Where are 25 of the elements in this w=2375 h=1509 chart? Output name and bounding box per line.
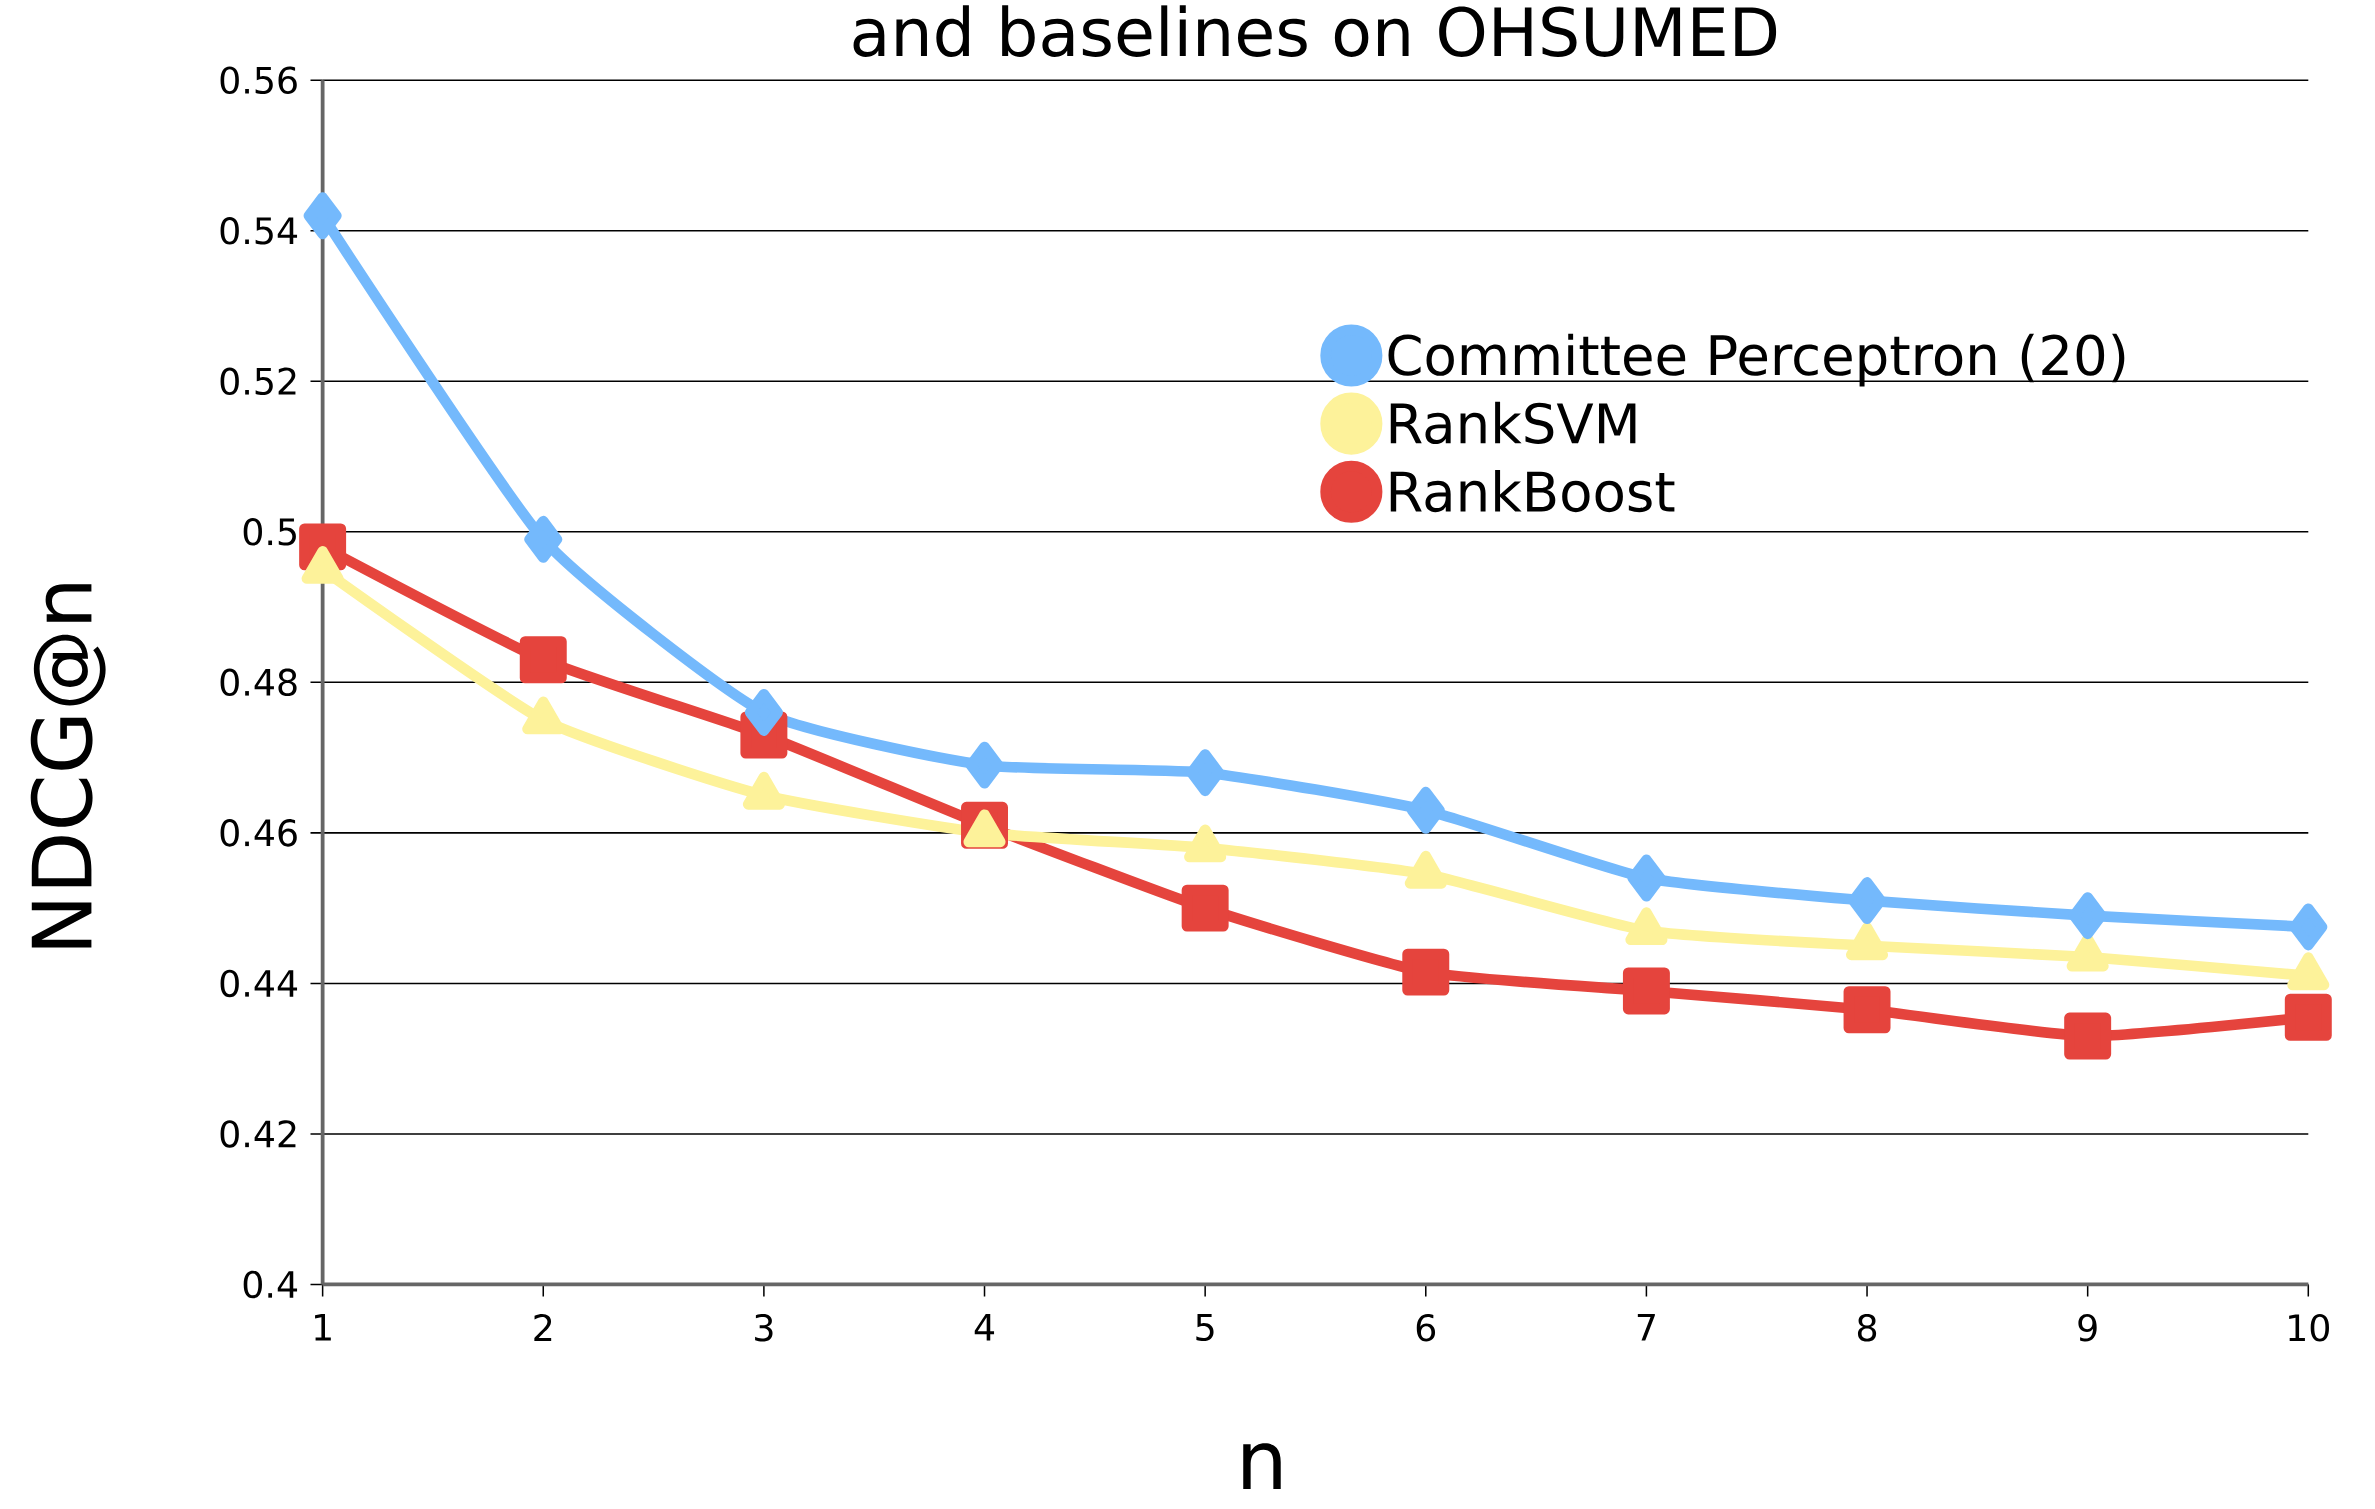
x-tick-label: 4 (974, 1314, 995, 1341)
chart-title: and baselines on OHSUMED (853, 5, 1777, 58)
y-tick-label: 0.46 (220, 819, 297, 847)
x-tick-label: 8 (1857, 1314, 1877, 1342)
y-tick-label: 0.44 (220, 969, 298, 998)
legend-label: Committee Perceptron (20) (1388, 333, 2125, 387)
y-tick-label: 0.48 (220, 668, 297, 697)
x-tick-label: 2 (534, 1314, 552, 1342)
y-tick-label: 0.56 (220, 66, 297, 95)
x-axis-title: n (1243, 1443, 1281, 1490)
x-tick-label: 7 (1637, 1314, 1655, 1341)
y-tick-label: 0.5 (243, 518, 296, 546)
y-axis-title: NDCG@n (30, 584, 106, 948)
y-tick-label: 0.42 (220, 1120, 296, 1148)
x-tick-label: 1 (315, 1314, 331, 1341)
y-tick-label: 0.52 (220, 367, 296, 396)
x-tick-label: 9 (2078, 1314, 2097, 1342)
legend-label: RankBoost (1390, 470, 1675, 513)
x-tick-label: 5 (1196, 1314, 1214, 1342)
y-tick-label: 0.54 (220, 217, 298, 245)
x-tick-label: 10 (2289, 1314, 2329, 1342)
x-tick-label: 3 (755, 1314, 773, 1342)
x-tick-label: 6 (1416, 1314, 1436, 1342)
legend-label: RankSVM (1390, 401, 1636, 445)
y-tick-label: 0.4 (243, 1270, 298, 1299)
